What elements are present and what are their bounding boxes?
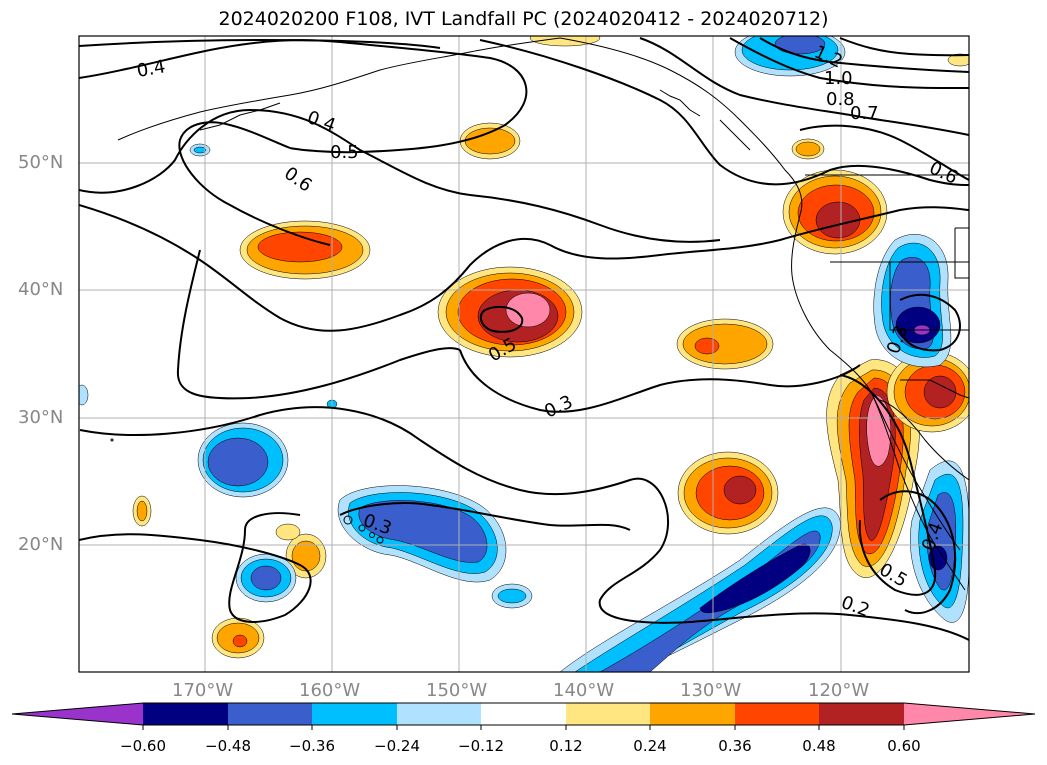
map-frame [78, 35, 970, 673]
anomaly-subtropical-jet-negative [559, 507, 841, 672]
contour-label: 0.8 [826, 89, 855, 110]
colorbar-segment [481, 703, 566, 725]
colorbar-tick-label: −0.60 [120, 737, 166, 755]
contour-label: 1.0 [824, 68, 853, 89]
anomaly-southwest-us [886, 351, 969, 433]
anomaly-southwest-negative [873, 234, 952, 368]
colorbar-tick-label: −0.48 [205, 737, 251, 755]
lat-label-50n: 50°N [18, 152, 64, 173]
colorbar-tick-label: 0.24 [633, 737, 667, 755]
anomaly-168w-27n [197, 422, 289, 498]
contour-lines [79, 37, 969, 641]
colorbar-segment [819, 703, 904, 725]
lon-label-160w: 160°W [299, 680, 361, 701]
lon-label-140w: 140°W [553, 680, 615, 701]
contour-label: 0.4 [135, 56, 167, 82]
colorbar-tick-label: 0.60 [887, 737, 921, 755]
colorbar-tick-label: −0.12 [458, 737, 504, 755]
colorbar-tick-label: 0.48 [802, 737, 836, 755]
anomaly-166w-17n [235, 553, 297, 603]
lon-label-130w: 130°W [680, 680, 742, 701]
colorbar-tick-label: 0.12 [549, 737, 583, 755]
colorbar-extend-low [12, 703, 143, 725]
colorbar-segment [143, 703, 228, 725]
colorbar-segment [228, 703, 312, 725]
anomaly-subtropical-128w [677, 451, 779, 535]
colorbar-segment [735, 703, 819, 725]
colorbar-segment [312, 703, 397, 725]
map-plot-area: 0.4 0.4 0.5 0.6 0.5 0.3 1.2 1.0 0.8 0.7 … [79, 36, 969, 672]
contour-label: 0.7 [850, 103, 879, 124]
colorbar-extend-high [904, 703, 1035, 725]
anomaly-133w-35n [676, 318, 774, 370]
lat-label-20n: 20°N [18, 534, 64, 555]
lat-label-40n: 40°N [18, 279, 64, 300]
lon-label-150w: 150°W [426, 680, 488, 701]
colorbar [11, 702, 1036, 730]
figure-title: 2024020200 F108, IVT Landfall PC (202402… [218, 8, 829, 30]
colorbar-tick-label: 0.36 [718, 737, 752, 755]
colorbar-tick-label: −0.24 [374, 737, 420, 755]
lon-label-170w: 170°W [172, 680, 234, 701]
colorbar-segment [566, 703, 650, 725]
colorbar-tick-label: −0.36 [289, 737, 335, 755]
contour-label: 0.5 [330, 142, 359, 163]
anomaly-gulf-of-alaska-negative [734, 36, 846, 77]
lon-label-120w: 120°W [808, 680, 870, 701]
lat-label-30n: 30°N [18, 407, 64, 428]
anomaly-west-42n [239, 220, 371, 280]
colorbar-segment [397, 703, 481, 725]
colorbar-segment [650, 703, 735, 725]
